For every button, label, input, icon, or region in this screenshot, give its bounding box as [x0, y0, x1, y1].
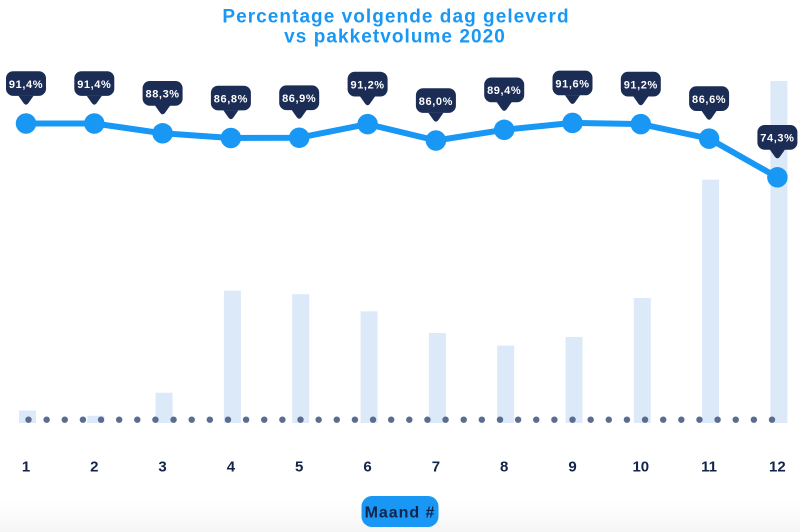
svg-text:12: 12: [769, 459, 786, 476]
svg-text:91,6%: 91,6%: [555, 78, 589, 90]
svg-text:Percentage volgende dag geleve: Percentage volgende dag geleverd: [222, 7, 569, 28]
svg-text:vs pakketvolume 2020: vs pakketvolume 2020: [284, 27, 506, 48]
svg-text:5: 5: [295, 459, 303, 476]
svg-text:2: 2: [90, 459, 98, 476]
svg-text:91,4%: 91,4%: [77, 79, 111, 91]
svg-text:4: 4: [227, 459, 236, 476]
svg-text:11: 11: [701, 459, 717, 476]
svg-text:74,3%: 74,3%: [760, 133, 794, 145]
svg-text:7: 7: [432, 459, 440, 476]
svg-text:8: 8: [500, 459, 508, 476]
svg-text:88,3%: 88,3%: [145, 89, 179, 101]
svg-text:1: 1: [22, 459, 30, 476]
svg-text:86,0%: 86,0%: [419, 96, 453, 108]
svg-text:91,2%: 91,2%: [350, 80, 384, 92]
svg-text:3: 3: [158, 459, 166, 476]
svg-text:89,4%: 89,4%: [487, 85, 521, 97]
svg-text:Maand #: Maand #: [365, 504, 436, 521]
svg-text:9: 9: [568, 459, 576, 476]
svg-text:86,9%: 86,9%: [282, 93, 316, 105]
svg-text:86,6%: 86,6%: [692, 94, 726, 106]
svg-text:10: 10: [632, 459, 649, 476]
svg-text:6: 6: [363, 459, 371, 476]
svg-text:86,8%: 86,8%: [214, 93, 248, 105]
svg-text:91,4%: 91,4%: [9, 79, 43, 91]
svg-text:91,2%: 91,2%: [624, 80, 658, 92]
